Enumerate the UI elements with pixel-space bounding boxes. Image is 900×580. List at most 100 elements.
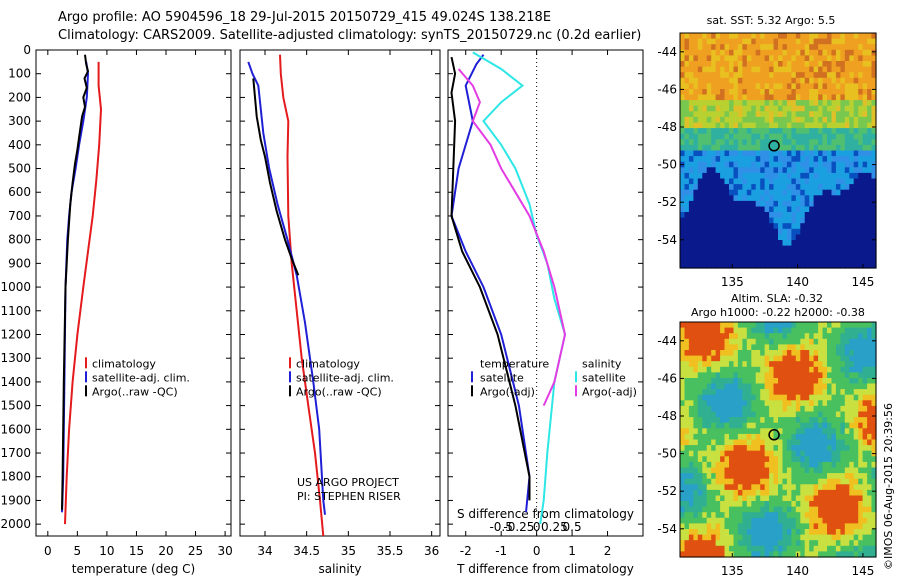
map-cell [835,100,841,107]
map-cell [822,94,828,101]
map-cell [711,361,717,368]
map-cell [858,400,864,407]
map-cell [809,161,815,168]
map-cell [769,394,775,401]
map-cell [818,461,824,469]
map-cell [702,545,708,552]
map-cell [764,366,770,373]
map-cell [809,49,815,56]
map-cell [782,327,788,334]
map-cell [800,517,806,524]
map-cell [751,49,757,56]
legend-entry: Argo(-adj) [582,385,637,398]
map-cell [715,178,721,185]
map-cell [729,394,735,401]
map-cell [760,144,766,152]
map-cell [822,251,828,258]
map-cell [680,94,686,101]
map-cell [786,529,792,536]
map-cell [706,144,712,152]
map-cell [702,111,708,118]
map-cell [818,228,824,235]
map-cell [720,189,726,196]
map-cell [746,111,752,118]
map-cell [715,33,721,40]
depth-tick-label: 500 [8,162,31,176]
map-cell [737,333,743,340]
map-cell [755,122,761,129]
map-cell [693,240,699,247]
map-cell [733,478,739,485]
map-cell [840,433,846,441]
map-cell [786,172,792,180]
map-cell [862,378,868,385]
map-cell [724,456,730,463]
map-cell [835,116,841,124]
map-cell [697,489,703,497]
map-cell [746,189,752,196]
map-cell [711,350,717,357]
map-cell [795,428,801,435]
map-cell [849,517,855,524]
map-cell [822,89,828,96]
map-cell [853,473,859,480]
map-cell [840,94,846,101]
map-cell [840,206,846,213]
map-cell [786,378,792,385]
map-cell [809,251,815,258]
map-cell [711,172,717,180]
map-cell [751,456,757,463]
map-cell [831,61,837,68]
map-cell [773,489,779,497]
map-cell [751,262,757,269]
map-cell [813,333,819,340]
map-cell [840,523,846,530]
map-cell [720,517,726,524]
map-cell [720,355,726,362]
map-cell [742,473,748,480]
map-cell [809,38,815,45]
map-cell [862,251,868,258]
map-cell [720,89,726,96]
map-cell [871,394,877,401]
map-cell [711,83,717,90]
credit-text: US ARGO PROJECT [297,476,399,489]
map-cell [680,150,686,157]
map-cell [688,77,694,84]
map-cell [778,411,784,418]
map-cell [844,172,850,180]
map-cell [831,394,837,401]
map-cell [818,405,824,413]
map-cell [733,212,739,219]
map-cell [795,355,801,362]
map-cell [867,206,873,213]
map-cell [813,439,819,446]
map-cell [858,461,864,469]
map-cell [813,83,819,90]
map-cell [733,240,739,247]
map-cell [769,534,775,541]
map-cell [733,439,739,446]
map-cell [773,333,779,340]
map-cell [804,389,810,396]
map-cell [688,534,694,541]
map-cell [835,256,841,263]
map-cell [733,428,739,435]
map-cell [706,456,712,463]
map-cell [853,366,859,373]
map-cell [706,506,712,513]
map-cell [786,338,792,345]
depth-tick-label: 700 [8,209,31,223]
map-cell [769,322,775,329]
map-cell [791,517,797,524]
map-cell [795,234,801,241]
map-cell [786,461,792,469]
map-cell [778,55,784,62]
map-cell [697,333,703,340]
map-cell [844,456,850,463]
map-cell [786,122,792,129]
map-cell [746,512,752,519]
map-cell [791,212,797,219]
map-cell [684,111,690,118]
map-cell [853,122,859,129]
